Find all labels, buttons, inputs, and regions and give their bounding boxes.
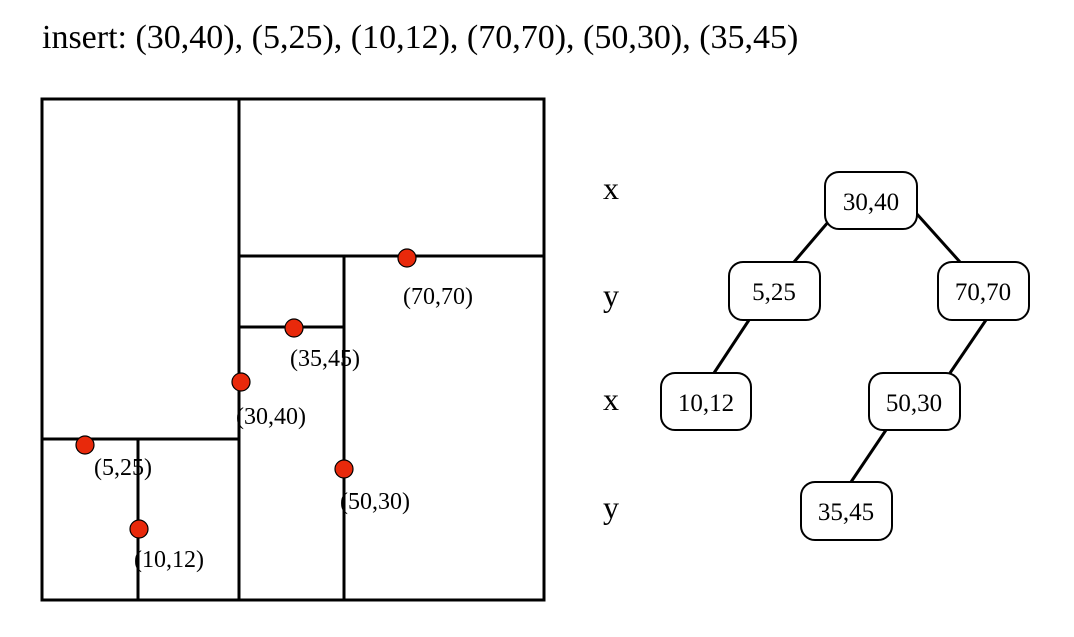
node-label: 50,30 (886, 390, 942, 417)
level-label-3: y (603, 489, 619, 525)
point-marker-5-25 (75, 435, 95, 455)
tree-node-10-12: 10,12 (660, 372, 752, 431)
node-label: 10,12 (678, 390, 734, 417)
edge-5-25-to-10-12 (712, 319, 751, 374)
point-marker-30-40 (231, 372, 251, 392)
point-label-50-30: (50,30) (340, 489, 410, 515)
point-label-30-40: (30,40) (236, 404, 306, 430)
tree-node-35-45: 35,45 (800, 481, 893, 541)
node-box (800, 481, 893, 541)
page-title: insert: (30,40), (5,25), (10,12), (70,70… (42, 19, 799, 56)
node-label: 70,70 (955, 279, 1011, 306)
partition-points: (30,40) (5,25) (10,12) (70,70) (50,30) (… (75, 248, 473, 573)
point-label-35-45: (35,45) (290, 346, 360, 372)
edge-30-40-to-70-70 (914, 211, 962, 264)
point-marker-35-45 (284, 318, 304, 338)
point-marker-70-70 (397, 248, 417, 268)
point-label-70-70: (70,70) (403, 284, 473, 310)
node-label: 35,45 (818, 499, 874, 526)
point-marker-50-30 (334, 459, 354, 479)
point-label-5-25: (5,25) (94, 455, 152, 481)
point-label-10-12: (10,12) (134, 547, 204, 573)
tree-nodes: 30,40 5,25 70,70 10,12 50,30 35,45 (660, 171, 1030, 541)
level-label-2: x (603, 381, 619, 417)
tree-level-labels: x y x y (603, 170, 619, 525)
node-label: 5,25 (752, 279, 796, 306)
edge-30-40-to-5-25 (792, 220, 831, 263)
point-marker-10-12 (129, 519, 149, 539)
tree-edges (712, 211, 988, 483)
node-box (728, 261, 821, 321)
edge-70-70-to-50-30 (948, 319, 988, 374)
tree-node-50-30: 50,30 (868, 372, 961, 431)
node-box (660, 372, 752, 431)
tree-node-70-70: 70,70 (937, 261, 1030, 321)
edge-50-30-to-35-45 (849, 429, 888, 483)
tree-node-5-25: 5,25 (728, 261, 821, 321)
partition-panel (40, 97, 546, 602)
node-box (937, 261, 1030, 321)
node-box (824, 171, 918, 230)
tree-node-root: 30,40 (824, 171, 918, 230)
level-label-1: y (603, 277, 619, 313)
partition-boundary (40, 97, 546, 602)
level-label-0: x (603, 170, 619, 206)
node-label: 30,40 (843, 189, 899, 216)
node-box (868, 372, 961, 431)
